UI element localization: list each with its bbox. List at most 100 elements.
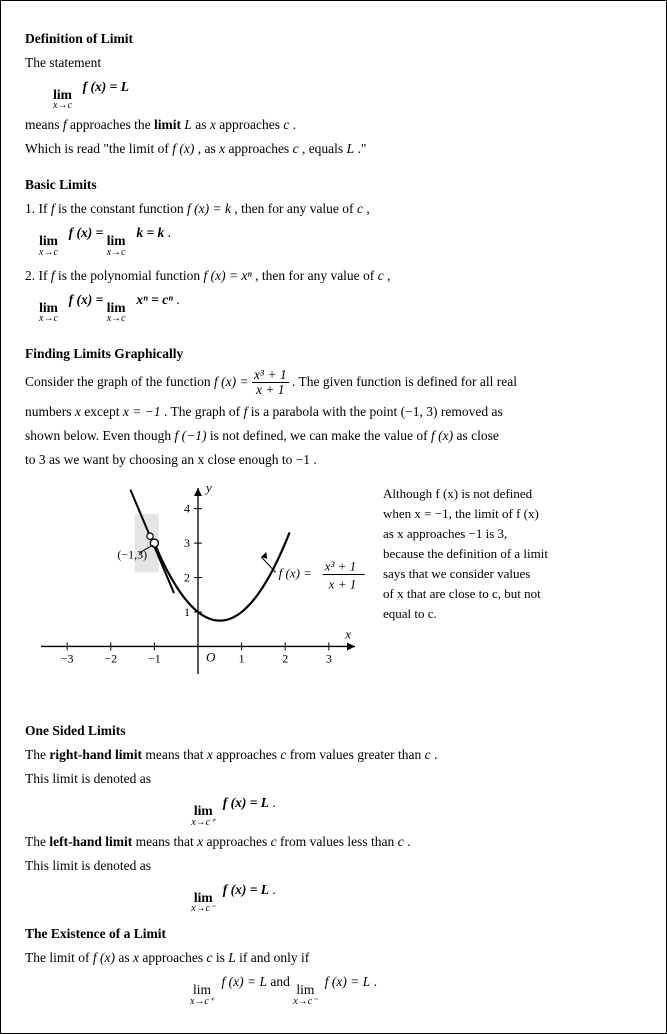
text: means <box>25 117 63 132</box>
text: approaches <box>228 141 292 156</box>
text: approaches <box>216 747 280 762</box>
para: Consider the graph of the function f (x)… <box>25 368 642 397</box>
para: numbers x except x = −1 . The graph of f… <box>25 402 642 422</box>
fraction: x³ + 1 x + 1 <box>252 368 289 397</box>
text: and <box>270 974 293 989</box>
heading-definition: Definition of Limit <box>25 29 642 49</box>
text: 2. If <box>25 268 51 283</box>
lim-stack: lim x→c <box>39 234 58 258</box>
text: f (x) = <box>69 292 107 307</box>
text: Consider the graph of the function <box>25 374 214 389</box>
lim-word: lim <box>194 804 213 818</box>
svg-text:−2: −2 <box>104 651 117 665</box>
heading-graphically: Finding Limits Graphically <box>25 344 642 364</box>
text: from values greater than <box>290 747 425 762</box>
lim-sub: x→c <box>39 248 58 258</box>
svg-text:−1: −1 <box>148 651 161 665</box>
lim-stack: lim x→c <box>107 234 126 258</box>
lim-stack: lim x→c <box>53 88 72 112</box>
svg-text:2: 2 <box>282 651 288 665</box>
text: when x = −1, the limit of f (x) <box>383 504 642 524</box>
sym-x: x <box>75 404 81 419</box>
lim-word: lim <box>39 301 58 315</box>
sym-f: f <box>244 404 248 419</box>
text: as <box>195 117 210 132</box>
text: says that we consider values <box>383 564 642 584</box>
text: . The given function is defined for all … <box>292 374 517 389</box>
sym-x: x <box>197 834 203 849</box>
svg-text:x: x <box>344 626 351 641</box>
text: because the definition of a limit <box>383 544 642 564</box>
text: The <box>25 834 49 849</box>
text: approaches <box>206 834 270 849</box>
text: The limit of <box>25 950 93 965</box>
svg-text:x + 1: x + 1 <box>328 576 357 591</box>
text: as close <box>457 428 499 443</box>
text: means that <box>145 747 206 762</box>
text: f (x) = <box>69 225 107 240</box>
svg-text:4: 4 <box>184 501 190 515</box>
svg-text:1: 1 <box>184 605 190 619</box>
text: as <box>118 950 133 965</box>
sym-fx: f (x) <box>93 950 115 965</box>
lim-sub: x→c⁻ <box>293 997 317 1007</box>
equation: lim x→c f (x) = lim x→c xⁿ = cⁿ . <box>39 290 642 325</box>
sym-L: L <box>347 141 355 156</box>
lim-stack: lim x→c⁺ <box>191 804 215 828</box>
para: The statement <box>25 53 642 73</box>
lim-word: lim <box>107 234 126 248</box>
para: This limit is denoted as <box>25 769 642 789</box>
frac-den: x + 1 <box>254 383 287 397</box>
text: approaches <box>219 117 283 132</box>
heading-existence: The Existence of a Limit <box>25 924 642 944</box>
limit-expression: lim x→c f (x) = L <box>53 77 642 112</box>
text: f (x) = L <box>223 795 269 810</box>
text: numbers <box>25 404 75 419</box>
text: from values less than <box>280 834 398 849</box>
text: , equals <box>302 141 347 156</box>
lim-sub: x→c⁺ <box>191 818 215 828</box>
equation: lim x→c f (x) = lim x→c k = k . <box>39 223 642 258</box>
eq: f (x) = k <box>187 201 231 216</box>
text: as x approaches −1 is 3, <box>383 524 642 544</box>
frac-num: x³ + 1 <box>252 368 289 383</box>
text: is the polynomial function <box>58 268 203 283</box>
text: , as <box>198 141 219 156</box>
eq: x = −1 <box>123 404 161 419</box>
eq: f (x) = xⁿ <box>204 268 252 283</box>
sym-fx: f (x) <box>431 428 453 443</box>
svg-text:−3: −3 <box>61 651 74 665</box>
svg-text:x³ + 1: x³ + 1 <box>324 558 356 573</box>
text: is the constant function <box>58 201 187 216</box>
lim-word: lim <box>107 301 126 315</box>
list-item: 2. If f is the polynomial function f (x)… <box>25 266 642 286</box>
svg-text:3: 3 <box>326 651 332 665</box>
sym-x: x <box>207 747 213 762</box>
sym-c: c <box>271 834 277 849</box>
text: of x that are close to c, but not <box>383 584 642 604</box>
text: , then for any value of <box>255 268 378 283</box>
sym-c: c <box>293 141 299 156</box>
text: ." <box>357 141 366 156</box>
lim-sub: x→c <box>53 101 72 111</box>
text: right-hand limit <box>49 747 142 762</box>
text: . The graph of <box>164 404 244 419</box>
svg-text:(−1,3): (−1,3) <box>117 547 147 561</box>
para: The left-hand limit means that x approac… <box>25 832 642 852</box>
sym-x: x <box>210 117 216 132</box>
lim-stack: lim x→c⁻ <box>191 891 215 915</box>
sym-f: f <box>51 268 55 283</box>
text: except <box>84 404 123 419</box>
lim-sub: x→c⁺ <box>190 997 214 1007</box>
lim-word: lim <box>193 983 211 997</box>
para: shown below. Even though f (−1) is not d… <box>25 426 642 446</box>
text: shown below. Even though <box>25 428 174 443</box>
para: means f approaches the limit L as x appr… <box>25 115 642 135</box>
lim-stack: lim x→c <box>107 301 126 325</box>
heading-one-sided: One Sided Limits <box>25 721 642 741</box>
point: (−1, 3) <box>401 404 438 419</box>
text: f (x) = L <box>223 882 269 897</box>
text: equal to c. <box>383 604 642 624</box>
svg-text:1: 1 <box>239 651 245 665</box>
svg-text:2: 2 <box>184 570 190 584</box>
